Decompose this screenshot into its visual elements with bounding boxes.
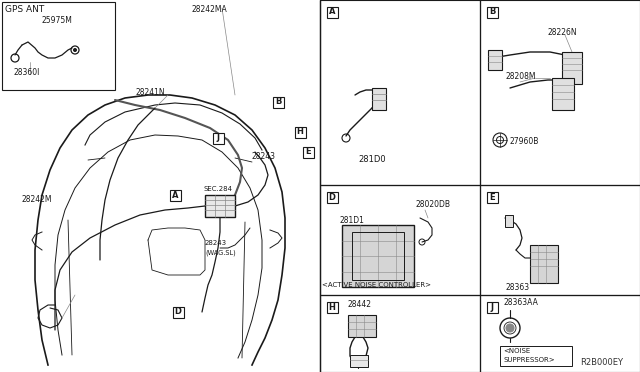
Bar <box>505 215 513 227</box>
Bar <box>348 315 376 337</box>
Bar <box>173 307 184 317</box>
Text: B: B <box>275 97 281 106</box>
Text: 281D0: 281D0 <box>358 155 386 164</box>
Bar <box>273 96 284 108</box>
Text: J: J <box>216 134 220 142</box>
Text: GPS ANT: GPS ANT <box>5 5 44 14</box>
Bar <box>486 301 497 312</box>
Bar <box>480 185 640 295</box>
Bar <box>562 52 582 84</box>
Bar <box>326 192 337 202</box>
Text: D: D <box>175 308 182 317</box>
Bar <box>294 126 305 138</box>
Text: (WAG.SL): (WAG.SL) <box>205 250 236 257</box>
Bar <box>372 88 386 110</box>
Bar <box>350 355 368 367</box>
Bar <box>326 6 337 17</box>
Text: SEC.284: SEC.284 <box>203 186 232 192</box>
Text: <NOISE: <NOISE <box>503 348 531 354</box>
Bar <box>170 189 180 201</box>
Circle shape <box>74 48 77 51</box>
Text: H: H <box>328 302 335 311</box>
Text: 28243: 28243 <box>252 152 276 161</box>
Text: E: E <box>305 148 311 157</box>
Text: 28442: 28442 <box>348 300 372 309</box>
Text: A: A <box>172 190 179 199</box>
Text: 28243: 28243 <box>205 240 227 246</box>
Bar <box>352 232 404 280</box>
Text: 28363: 28363 <box>505 283 529 292</box>
Text: B: B <box>489 7 495 16</box>
Bar <box>486 6 497 17</box>
Text: E: E <box>489 192 495 202</box>
Text: R2B000EY: R2B000EY <box>580 358 623 367</box>
Bar <box>488 50 502 70</box>
Text: 28363AA: 28363AA <box>504 298 539 307</box>
Text: 27960B: 27960B <box>510 137 540 146</box>
Text: D: D <box>328 192 335 202</box>
Text: 28208M: 28208M <box>505 72 536 81</box>
Bar <box>530 245 558 283</box>
Bar <box>212 132 223 144</box>
Circle shape <box>506 324 514 332</box>
Bar <box>320 295 480 372</box>
Bar <box>326 301 337 312</box>
Bar <box>486 192 497 202</box>
Bar <box>2 2 115 90</box>
Circle shape <box>497 137 504 144</box>
Text: 25975M: 25975M <box>42 16 73 25</box>
Bar <box>480 0 640 185</box>
Text: <ACTIVE NOISE CONTROLLER>: <ACTIVE NOISE CONTROLLER> <box>322 282 431 288</box>
Text: 28241N: 28241N <box>135 88 164 97</box>
Text: SUPPRESSOR>: SUPPRESSOR> <box>503 357 555 363</box>
Bar <box>320 0 480 185</box>
Text: A: A <box>329 7 335 16</box>
Text: 28360I: 28360I <box>14 68 40 77</box>
Bar <box>500 346 572 366</box>
Text: 28226N: 28226N <box>548 28 578 37</box>
Text: 28242M: 28242M <box>22 195 52 204</box>
Text: H: H <box>296 128 303 137</box>
Bar <box>205 195 235 217</box>
Text: 28242MA: 28242MA <box>192 5 228 14</box>
Bar <box>320 185 480 295</box>
Bar <box>552 78 574 110</box>
Text: J: J <box>490 302 493 311</box>
Bar <box>480 295 640 372</box>
Bar <box>342 225 414 287</box>
Bar <box>303 147 314 157</box>
Text: 281D1: 281D1 <box>340 216 365 225</box>
Text: 28020DB: 28020DB <box>415 200 450 209</box>
